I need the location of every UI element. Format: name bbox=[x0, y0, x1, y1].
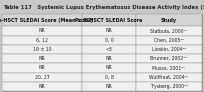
Bar bbox=[2, 26, 82, 36]
Text: NR: NR bbox=[106, 28, 112, 33]
Bar bbox=[82, 14, 136, 26]
Bar bbox=[82, 45, 136, 54]
Text: Table 117   Systemic Lupus Erythematosus Disease Activity Index (SLEDAI) Score: Table 117 Systemic Lupus Erythematosus D… bbox=[3, 5, 204, 10]
Text: NR: NR bbox=[39, 28, 45, 33]
Text: 20, 27: 20, 27 bbox=[35, 75, 49, 80]
Text: Trysberg, 2000²⁵: Trysberg, 2000²⁵ bbox=[150, 84, 188, 89]
Text: Musso, 2001²²: Musso, 2001²² bbox=[152, 65, 185, 70]
Bar bbox=[136, 54, 202, 63]
Bar bbox=[82, 82, 136, 91]
Bar bbox=[136, 26, 202, 36]
Bar bbox=[136, 14, 202, 26]
Text: 19 ± 10: 19 ± 10 bbox=[33, 47, 51, 52]
Bar bbox=[82, 36, 136, 45]
Text: NR: NR bbox=[39, 56, 45, 61]
Bar bbox=[136, 45, 202, 54]
Text: <3: <3 bbox=[106, 47, 112, 52]
Bar bbox=[2, 45, 82, 54]
Bar bbox=[136, 63, 202, 73]
Text: Post-HSCT SLEDAI Score: Post-HSCT SLEDAI Score bbox=[75, 18, 143, 23]
Bar bbox=[2, 82, 82, 91]
Text: Wulffraat, 2004²¹: Wulffraat, 2004²¹ bbox=[149, 75, 189, 80]
Text: Chen, 2005²²: Chen, 2005²² bbox=[154, 38, 184, 43]
Bar bbox=[2, 36, 82, 45]
Bar bbox=[82, 54, 136, 63]
Bar bbox=[2, 54, 82, 63]
Bar bbox=[136, 82, 202, 91]
Text: NR: NR bbox=[39, 65, 45, 70]
Text: 0, 0: 0, 0 bbox=[105, 38, 113, 43]
Bar bbox=[2, 14, 82, 26]
Text: Statbula, 2000¹¹: Statbula, 2000¹¹ bbox=[151, 28, 187, 33]
Text: Brunner, 2002²³: Brunner, 2002²³ bbox=[151, 56, 187, 61]
Text: NR: NR bbox=[106, 56, 112, 61]
Text: Study: Study bbox=[161, 18, 177, 23]
Bar bbox=[82, 26, 136, 36]
Text: 6, 12: 6, 12 bbox=[36, 38, 48, 43]
Text: Pre-HSCT SLEDAI Score (Mean ± SD): Pre-HSCT SLEDAI Score (Mean ± SD) bbox=[0, 18, 92, 23]
Text: NR: NR bbox=[106, 84, 112, 89]
Bar bbox=[136, 36, 202, 45]
Bar bbox=[2, 63, 82, 73]
Bar bbox=[82, 73, 136, 82]
Text: NR: NR bbox=[106, 65, 112, 70]
Bar bbox=[136, 73, 202, 82]
Text: NR: NR bbox=[39, 84, 45, 89]
Text: 0, 8: 0, 8 bbox=[105, 75, 113, 80]
Text: Lioskin, 2004²²: Lioskin, 2004²² bbox=[152, 47, 186, 52]
Bar bbox=[2, 14, 202, 91]
Bar bbox=[2, 73, 82, 82]
Bar bbox=[0, 0, 204, 14]
Bar bbox=[82, 63, 136, 73]
